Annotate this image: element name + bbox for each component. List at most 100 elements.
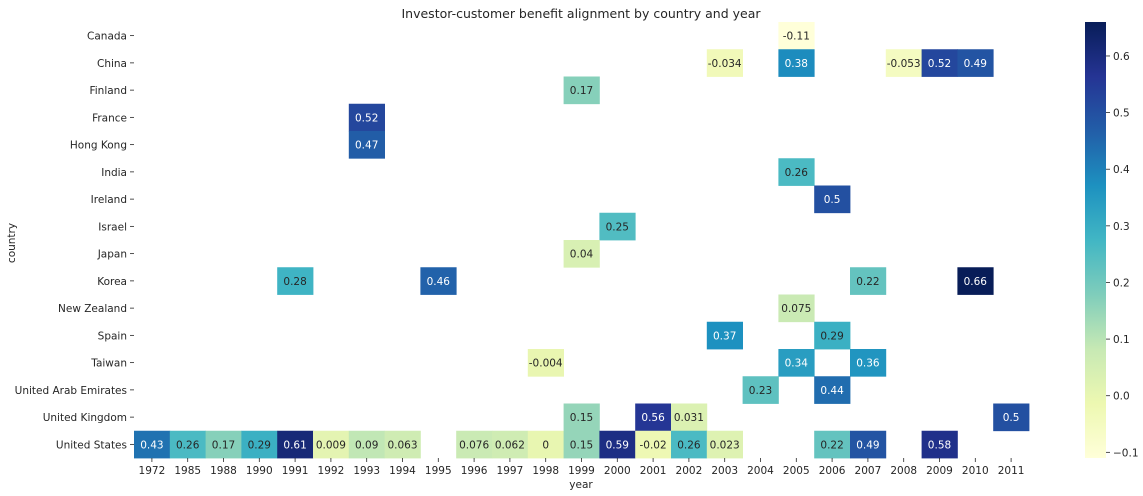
heatmap-cell	[850, 349, 887, 377]
heatmap-cell	[492, 430, 529, 459]
y-tick-label: India	[101, 167, 127, 179]
heatmap-cell	[885, 49, 922, 77]
heatmap-cell	[348, 430, 385, 459]
cell-value-label: 0.29	[248, 439, 271, 451]
heatmap-cell	[742, 376, 779, 404]
y-tick-label: New Zealand	[58, 303, 127, 315]
cell-value-label: -0.053	[887, 58, 921, 70]
x-tick-label: 2007	[855, 465, 882, 477]
heatmap-cell	[635, 403, 672, 432]
heatmap-cell	[348, 103, 385, 132]
x-tick-label: 1994	[389, 465, 416, 477]
heatmap-cell	[420, 267, 457, 295]
x-tick-label: 2004	[747, 465, 774, 477]
cell-value-label: 0.37	[713, 330, 736, 342]
heatmap-cell	[957, 267, 994, 295]
cell-value-label: 0.25	[606, 221, 629, 233]
heatmap-cell	[563, 240, 600, 268]
heatmap-cell	[671, 403, 708, 432]
heatmap-cell	[599, 430, 636, 459]
x-axis: 1972 1985 1988 1990 1991 1992 1993 1994 1995 1996…	[139, 458, 1025, 477]
colorbar-gradient	[1085, 22, 1106, 458]
cell-value-label: 0.56	[641, 412, 665, 424]
x-axis-label: year	[569, 479, 593, 491]
x-tick-label: 1996	[461, 465, 488, 477]
colorbar-tick-label: 0.0	[1113, 391, 1130, 403]
cell-value-label: 0.5	[824, 194, 841, 206]
heatmap-cell	[169, 430, 206, 459]
heatmap-cell	[778, 49, 815, 77]
heatmap-cell	[527, 430, 564, 459]
colorbar-tick-label: 0.1	[1113, 334, 1130, 346]
heatmap-cell	[850, 430, 887, 459]
heatmap-cells: -0.11 -0.034 0.38 -0.053 0.52 0.49 0.17 0.52 0.4…	[134, 22, 1030, 459]
heatmap-cell	[313, 430, 350, 459]
cell-value-label: -0.004	[529, 358, 563, 370]
heatmap-cell	[348, 131, 385, 159]
heatmap-cell	[778, 349, 815, 377]
cell-value-label: 0.09	[355, 439, 378, 451]
x-tick-label: 2006	[819, 465, 846, 477]
cell-value-label: 0.17	[212, 439, 235, 451]
heatmap-cell	[778, 294, 815, 323]
x-tick-label: 1997	[497, 465, 524, 477]
cell-value-label: -0.02	[640, 439, 667, 451]
heatmap-cell	[456, 430, 493, 459]
heatmap-cell	[957, 49, 994, 77]
cell-value-label: -0.11	[783, 31, 810, 43]
heatmap-cell	[850, 267, 887, 295]
cell-value-label: 0.075	[781, 303, 811, 315]
heatmap-cell	[921, 430, 958, 459]
heatmap-cell	[527, 349, 564, 377]
heatmap-cell	[563, 430, 600, 459]
heatmap-cell	[814, 185, 851, 214]
cell-value-label: 0.023	[710, 439, 740, 451]
y-axis: Canada China Finland France Hong Kong India Ir…	[15, 31, 134, 451]
cell-value-label: 0.17	[570, 85, 593, 97]
x-tick-label: 2005	[783, 465, 810, 477]
heatmap-cell	[635, 430, 672, 459]
y-tick-label: Taiwan	[90, 358, 127, 370]
x-tick-label: 1998	[532, 465, 559, 477]
x-tick-label: 1972	[139, 465, 166, 477]
heatmap-cell	[706, 49, 743, 77]
x-tick-label: 1991	[282, 465, 309, 477]
cell-value-label: 0.26	[176, 439, 200, 451]
x-tick-label: 2011	[998, 465, 1025, 477]
heatmap-cell	[993, 403, 1030, 432]
y-tick-label: China	[97, 58, 127, 70]
heatmap-cell	[814, 430, 851, 459]
chart-title: Investor-customer benefit alignment by c…	[401, 6, 761, 21]
x-tick-label: 2010	[962, 465, 989, 477]
x-tick-label: 2009	[926, 465, 953, 477]
x-tick-label: 1988	[210, 465, 237, 477]
cell-value-label: 0.009	[316, 439, 346, 451]
heatmap-cell	[706, 321, 743, 350]
cell-value-label: 0.26	[785, 167, 809, 179]
y-tick-label: United States	[56, 439, 127, 451]
cell-value-label: 0.58	[928, 439, 951, 451]
colorbar: −0.1 0.0 0.1 0.2 0.3 0.4 0.5 0.6	[1085, 22, 1139, 459]
cell-value-label: 0.29	[820, 330, 843, 342]
cell-value-label: 0.34	[785, 358, 809, 370]
cell-value-label: 0.66	[964, 276, 988, 288]
cell-value-label: 0.52	[355, 112, 378, 124]
cell-value-label: 0.44	[820, 385, 844, 397]
x-tick-label: 2008	[890, 465, 917, 477]
cell-value-label: 0.22	[856, 276, 879, 288]
x-tick-label: 1995	[425, 465, 452, 477]
cell-value-label: 0.062	[495, 439, 525, 451]
cell-value-label: 0.22	[820, 439, 843, 451]
cell-value-label: 0.5	[1003, 412, 1020, 424]
cell-value-label: 0.26	[677, 439, 701, 451]
heatmap-cell	[563, 76, 600, 105]
cell-value-label: 0.43	[140, 439, 163, 451]
x-tick-label: 2003	[711, 465, 738, 477]
y-tick-label: Japan	[97, 249, 127, 261]
y-tick-label: Finland	[89, 85, 127, 97]
colorbar-tick-label: 0.2	[1113, 277, 1130, 289]
cell-value-label: 0.04	[570, 249, 594, 261]
cell-value-label: 0.49	[856, 439, 879, 451]
cell-value-label: 0.23	[749, 385, 772, 397]
